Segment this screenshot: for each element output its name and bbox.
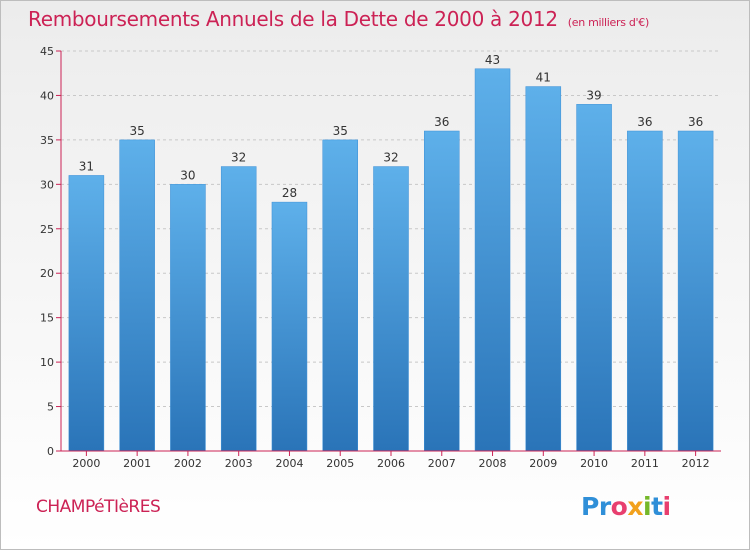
x-tick-label: 2009 [529,457,557,470]
chart-title: Remboursements Annuels de la Dette de 20… [28,7,649,31]
x-tick-label: 2007 [428,457,456,470]
logo-part-5: t [651,492,663,521]
logo-part-2: o [610,492,628,521]
bar [424,130,460,452]
data-label: 28 [282,186,297,200]
y-tick-label: 15 [40,312,54,325]
data-label: 35 [333,124,348,138]
proxiti-logo: Proxiti [581,492,671,521]
x-tick-label: 2001 [123,457,151,470]
bar [576,104,612,452]
bar [68,175,105,452]
y-tick-label: 10 [40,356,54,369]
data-label: 35 [130,124,145,138]
y-tick-label: 20 [40,267,54,280]
bar [170,184,206,452]
bar [474,68,511,452]
bar [322,139,358,452]
data-label: 43 [485,53,500,67]
bar [271,201,308,452]
commune-name: CHAMPéTIèRES [36,497,161,517]
chart-unit: (en milliers d'€) [567,16,649,29]
x-tick-label: 2003 [225,457,253,470]
x-tick-label: 2005 [326,457,354,470]
y-tick-label: 25 [40,223,54,236]
data-label: 31 [79,159,94,173]
x-tick-label: 2008 [479,457,507,470]
data-label: 36 [434,115,449,129]
data-label: 32 [231,151,246,165]
y-tick-label: 40 [40,89,54,102]
bar [677,130,714,452]
data-label: 36 [688,115,703,129]
data-label: 36 [637,115,652,129]
logo-part-4: i [642,492,652,521]
x-tick-label: 2011 [631,457,659,470]
logo-part-3: x [627,492,643,521]
bar [525,86,562,452]
y-tick-label: 30 [40,178,54,191]
x-tick-label: 2006 [377,457,405,470]
x-tick-label: 2002 [174,457,202,470]
data-label: 39 [586,88,601,102]
bar [627,130,663,452]
data-label: 41 [536,71,551,85]
data-label: 32 [383,151,398,165]
data-label: 30 [180,168,195,182]
x-tick-label: 2004 [275,457,303,470]
x-tick-label: 2010 [580,457,608,470]
x-tick-label: 2000 [72,457,100,470]
bar [373,166,409,452]
x-tick-label: 2012 [682,457,710,470]
chart-title-text: Remboursements Annuels de la Dette de 20… [28,7,558,31]
y-tick-label: 35 [40,134,54,147]
logo-part-6: i [662,492,672,521]
y-tick-label: 5 [47,401,54,414]
bar [220,166,257,452]
y-tick-label: 45 [40,45,54,58]
logo-part-1: Pr [581,492,611,521]
y-tick-label: 0 [47,445,54,458]
bar [119,139,155,452]
